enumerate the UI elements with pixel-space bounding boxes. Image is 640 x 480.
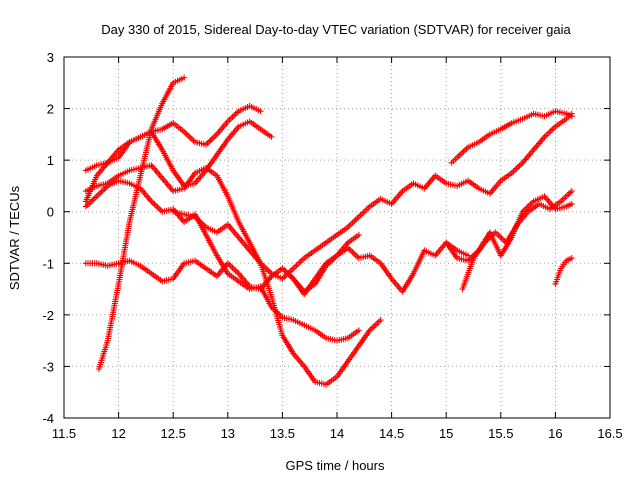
chart-title: Day 330 of 2015, Sidereal Day-to-day VTE… [101,22,571,37]
series-3 [82,118,275,189]
series-8 [279,231,362,295]
x-tick-label: 13 [221,426,235,441]
x-tick-label: 14.5 [379,426,404,441]
x-axis-label: GPS time / hours [286,458,385,473]
series-7-markers [170,208,384,388]
y-axis-label: SDTVAR / TECUs [7,185,22,290]
series-12 [459,188,575,293]
y-tick-label: -2 [42,308,54,323]
series-10-markers [465,110,575,197]
x-tick-label: 16 [548,426,562,441]
tick-layer: 11.5 12 12.5 13 13.5 14 14.5 15 15.5 16 16.5-4-3-2… [42,50,622,441]
x-tick-label: 14 [330,426,344,441]
x-tick-label: 12.5 [161,426,186,441]
series-8-markers [279,231,362,295]
series-9 [448,108,575,166]
y-tick-label: -3 [42,359,54,374]
series-5 [82,162,472,282]
plot-frame [63,56,611,419]
y-tick-label: -4 [42,411,54,426]
y-tick-label: 1 [47,153,54,168]
x-tick-label: 15 [439,426,453,441]
series-10 [465,110,575,197]
series-3-markers [82,118,275,189]
y-tick-label: -1 [42,256,54,271]
x-tick-label: 16.5 [597,426,622,441]
x-tick-label: 13.5 [270,426,295,441]
x-tick-label: 15.5 [488,426,513,441]
y-tick-label: 3 [47,50,54,65]
x-tick-label: 12 [111,426,125,441]
series-5-markers [82,162,472,282]
y-tick-label: 0 [47,205,54,220]
series-12-markers [459,188,575,293]
series-9-markers [448,108,575,166]
series-7 [170,208,384,388]
y-tick-label: 2 [47,102,54,117]
series-13 [552,255,575,287]
series-13-markers [552,255,575,287]
x-tick-label: 11.5 [52,426,76,441]
series-layer [82,74,575,388]
